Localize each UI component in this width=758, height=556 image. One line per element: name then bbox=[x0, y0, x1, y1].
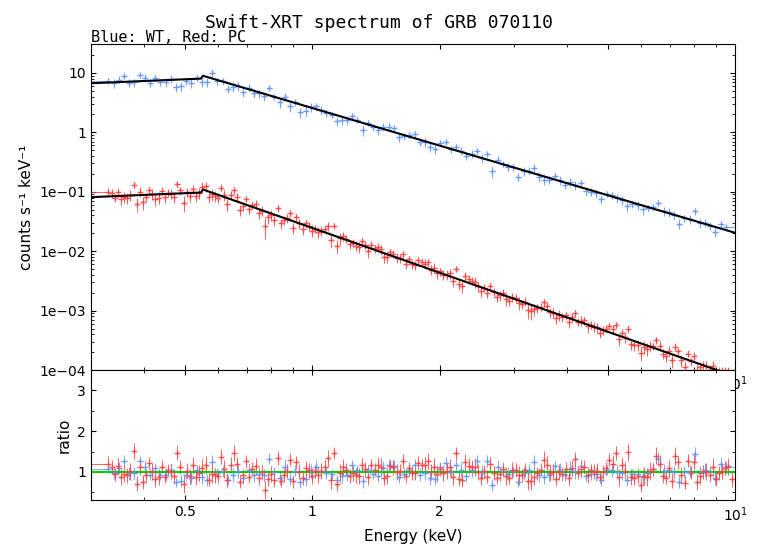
X-axis label: Energy (keV): Energy (keV) bbox=[364, 529, 462, 544]
Y-axis label: ratio: ratio bbox=[57, 418, 72, 453]
Text: Swift-XRT spectrum of GRB 070110: Swift-XRT spectrum of GRB 070110 bbox=[205, 14, 553, 32]
Text: Blue: WT, Red: PC: Blue: WT, Red: PC bbox=[91, 29, 246, 44]
Y-axis label: counts s⁻¹ keV⁻¹: counts s⁻¹ keV⁻¹ bbox=[19, 145, 34, 270]
